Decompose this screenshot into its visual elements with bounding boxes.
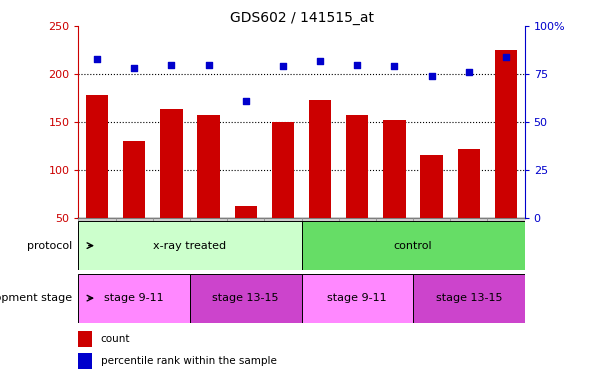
Bar <box>420 155 443 266</box>
Text: GSM15887: GSM15887 <box>167 220 176 269</box>
Text: count: count <box>101 334 130 344</box>
Text: GSM15880: GSM15880 <box>204 220 213 269</box>
Bar <box>78 353 92 369</box>
Bar <box>86 95 108 266</box>
Text: stage 9-11: stage 9-11 <box>327 293 387 303</box>
Bar <box>227 217 264 266</box>
Point <box>278 63 288 69</box>
Point <box>315 58 325 64</box>
Bar <box>346 115 368 266</box>
Bar <box>339 217 376 266</box>
Point <box>166 62 176 68</box>
Text: control: control <box>394 241 432 250</box>
Point <box>464 69 474 75</box>
Bar <box>487 217 525 266</box>
Bar <box>376 217 413 266</box>
Text: GSM15877: GSM15877 <box>315 220 324 269</box>
Bar <box>116 217 153 266</box>
Point <box>352 62 362 68</box>
Text: stage 13-15: stage 13-15 <box>435 293 502 303</box>
Bar <box>413 274 525 322</box>
Bar <box>197 115 219 266</box>
Text: stage 13-15: stage 13-15 <box>212 293 279 303</box>
Bar <box>78 217 116 266</box>
Bar <box>190 274 302 322</box>
Bar <box>450 217 487 266</box>
Point <box>241 98 251 104</box>
Point <box>427 73 437 79</box>
Bar <box>495 50 517 266</box>
Text: GSM15878: GSM15878 <box>92 220 101 269</box>
Bar <box>78 221 302 270</box>
Point <box>204 62 213 68</box>
Bar <box>302 221 525 270</box>
Bar <box>272 122 294 266</box>
Bar <box>413 217 450 266</box>
Bar <box>384 120 406 266</box>
Text: GSM15888: GSM15888 <box>279 220 288 269</box>
Bar <box>153 217 190 266</box>
Text: GSM15885: GSM15885 <box>390 220 399 269</box>
Bar <box>302 217 339 266</box>
Bar <box>302 274 413 322</box>
Bar <box>264 217 302 266</box>
Text: GSM15883: GSM15883 <box>241 220 250 269</box>
Text: GSM15884: GSM15884 <box>464 220 473 269</box>
Text: GSM15882: GSM15882 <box>130 220 139 269</box>
Text: GSM15886: GSM15886 <box>502 220 511 269</box>
Point <box>92 56 102 62</box>
Bar <box>190 217 227 266</box>
Text: percentile rank within the sample: percentile rank within the sample <box>101 356 277 366</box>
Text: protocol: protocol <box>27 241 72 250</box>
Bar <box>160 110 183 266</box>
Point <box>390 63 399 69</box>
Bar <box>235 206 257 266</box>
Text: development stage: development stage <box>0 293 72 303</box>
Point <box>501 54 511 60</box>
Bar <box>123 141 145 266</box>
Text: x-ray treated: x-ray treated <box>153 241 227 250</box>
Bar <box>458 148 480 266</box>
Point <box>130 65 139 71</box>
Title: GDS602 / 141515_at: GDS602 / 141515_at <box>230 11 373 25</box>
Text: GSM15879: GSM15879 <box>427 220 436 269</box>
Text: GSM15881: GSM15881 <box>353 220 362 269</box>
Bar <box>78 331 92 346</box>
Bar <box>78 274 190 322</box>
Bar <box>309 100 331 266</box>
Text: stage 9-11: stage 9-11 <box>104 293 164 303</box>
